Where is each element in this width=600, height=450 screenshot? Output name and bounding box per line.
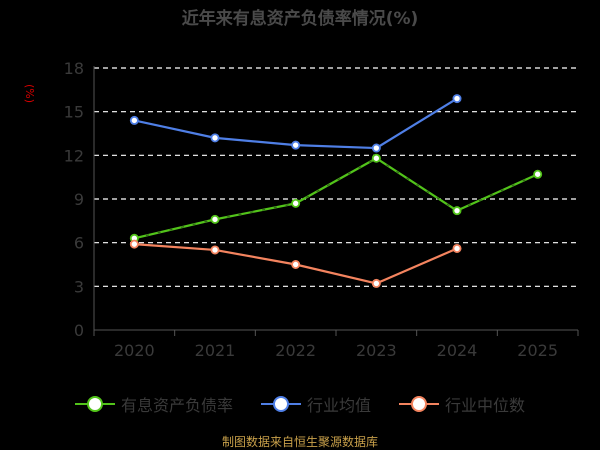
legend-marker-industry-mean: [260, 394, 301, 414]
data-point: [452, 243, 462, 253]
grid-lines: [94, 67, 578, 287]
series-line-segment: [214, 248, 296, 266]
legend-label-ratio: 有息资产负债率: [120, 396, 233, 415]
y-tick-label: 3: [74, 277, 84, 296]
series-line-segment: [375, 97, 458, 149]
data-point: [210, 245, 220, 255]
series-line-dash-overlay: [456, 173, 538, 212]
legend-marker-industry-median: [399, 394, 439, 414]
series-line-segment: [375, 247, 458, 285]
legend-item-industry-median[interactable]: 行业中位数: [399, 392, 525, 416]
data-point: [210, 214, 220, 224]
x-tick-label: 2021: [195, 341, 236, 360]
data-point: [533, 169, 543, 179]
legend: 有息资产负债率 行业均值 行业中位数: [0, 392, 600, 416]
chart-title: 近年来有息资产负债率情况(%): [181, 9, 419, 29]
series-layer: [129, 94, 543, 288]
data-source-note: 制图数据来自恒生聚源数据库: [221, 435, 378, 449]
x-tick-label: 2020: [114, 341, 155, 360]
x-tick-label: 2023: [356, 341, 397, 360]
tick-labels: 18 15 12 9 6 3 0 2020 2021 2022 2023 2024 2025: [64, 59, 558, 360]
y-tick-label: 15: [64, 103, 84, 122]
data-point: [371, 153, 381, 163]
data-point: [129, 115, 139, 125]
legend-item-industry-mean[interactable]: 行业均值: [260, 392, 371, 416]
series-line-segment: [295, 144, 377, 150]
series-line-segment: [134, 119, 216, 139]
x-tick-label: 2025: [517, 341, 558, 360]
data-point: [452, 94, 462, 104]
series-line-segment: [295, 157, 377, 205]
y-tick-label: 18: [64, 59, 84, 78]
data-point: [291, 198, 301, 208]
y-tick-label: 0: [74, 321, 84, 340]
series-line-segment: [295, 263, 377, 285]
axes: [93, 66, 579, 336]
data-point: [291, 140, 301, 150]
x-tick-label: 2024: [437, 341, 478, 360]
data-point: [371, 278, 381, 288]
data-point: [291, 259, 301, 269]
data-point: [452, 206, 462, 216]
series-line-dash-overlay: [134, 218, 216, 239]
data-point: [129, 239, 139, 249]
x-tick-label: 2022: [275, 341, 316, 360]
legend-marker-ratio: [74, 394, 115, 414]
data-point: [371, 143, 381, 153]
legend-item-ratio[interactable]: 有息资产负债率: [74, 392, 233, 416]
y-tick-label: 12: [64, 146, 84, 165]
y-tick-label: 6: [74, 234, 84, 253]
data-point: [210, 133, 220, 143]
series-line-dash-overlay: [214, 202, 296, 220]
legend-label-industry-mean: 行业均值: [306, 396, 371, 415]
series-line-dash-overlay: [376, 157, 458, 212]
series-line-segment: [214, 136, 296, 147]
legend-label-industry-median: 行业中位数: [445, 396, 526, 415]
series-line-segment: [134, 243, 216, 252]
y-tick-label: 9: [74, 190, 84, 209]
